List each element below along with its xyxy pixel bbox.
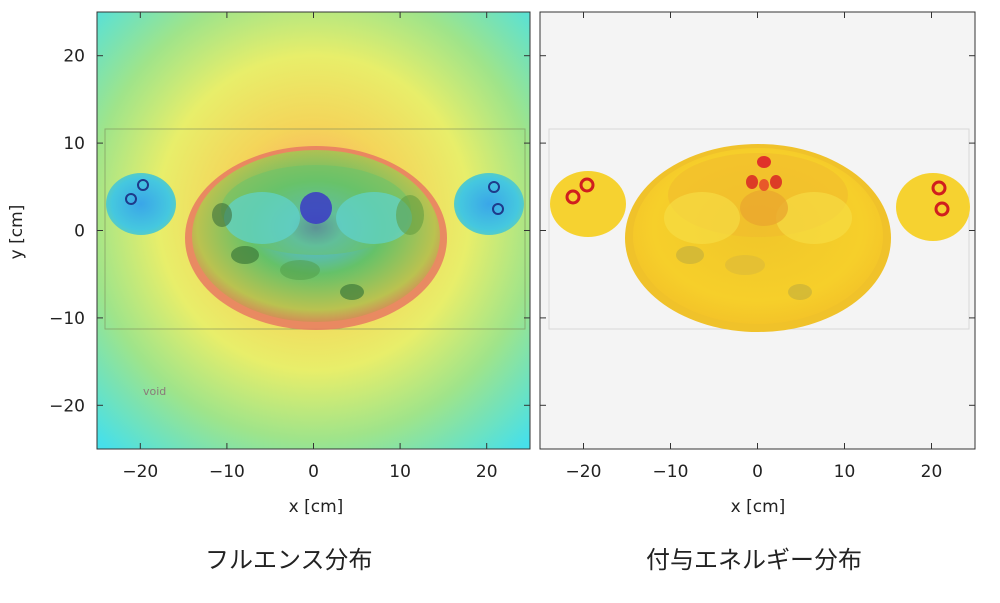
left-y-tick-label: 20 (63, 47, 85, 67)
left-x-tick-label: −10 (209, 462, 245, 482)
left-y-axis: −20 −10 0 10 20 (49, 47, 530, 416)
right-x-tick-label: −20 (566, 462, 602, 482)
void-annotation: void (143, 385, 166, 398)
energy-caption: 付与エネルギー分布 (646, 546, 862, 574)
left-x-tick-label: −20 (122, 462, 158, 482)
right-x-axis-label: x [cm] (731, 497, 786, 517)
right-x-axis: −20 −10 0 10 20 (566, 12, 943, 482)
fluence-caption: フルエンス分布 (205, 546, 373, 574)
fluence-image: void (97, 12, 530, 449)
left-x-tick-label: 10 (389, 462, 411, 482)
energy-deposition-heatmap: −20 −10 0 10 20 x [cm] (539, 11, 976, 517)
right-x-tick-label: 10 (834, 462, 856, 482)
left-y-tick-label: 0 (74, 222, 85, 242)
left-x-axis-label: x [cm] (289, 497, 344, 517)
right-y-axis-ticks (540, 55, 975, 406)
right-x-tick-label: 0 (752, 462, 763, 482)
right-x-tick-label: 20 (921, 462, 943, 482)
left-x-tick-label: 20 (476, 462, 498, 482)
left-y-axis-label: y [cm] (7, 205, 27, 260)
left-y-tick-label: 10 (63, 134, 85, 154)
energy-image (540, 12, 975, 449)
left-x-axis: −20 −10 0 10 20 (122, 12, 498, 482)
fluence-heatmap: void −20 −10 0 10 20 −20 −10 0 10 20 x [cm] y [c… (7, 11, 531, 517)
left-y-tick-label: −10 (49, 309, 85, 329)
right-x-tick-label: −10 (653, 462, 689, 482)
left-x-tick-label: 0 (308, 462, 319, 482)
left-y-tick-label: −20 (49, 396, 85, 416)
